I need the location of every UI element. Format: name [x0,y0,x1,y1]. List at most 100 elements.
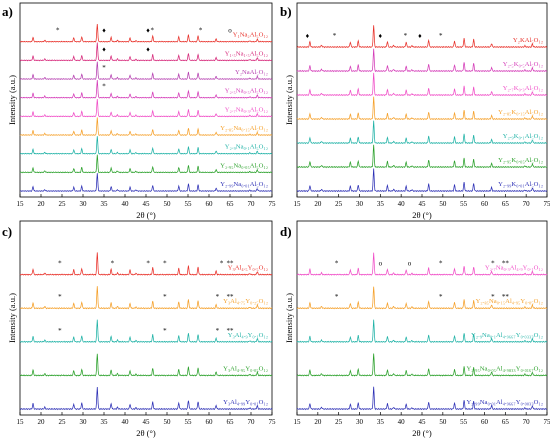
xrd-trace [19,252,273,276]
xrd-trace [19,61,273,81]
series-label: Y₂NaAl₅O₁₂ [235,69,268,76]
y-axis-title: Intensity (a.u.) [284,75,294,125]
impurity-marker: * [220,260,224,268]
impurity-marker: ** [227,293,235,301]
xrd-trace [296,48,548,73]
x-tick-label: 60 [206,418,214,426]
x-tick-label: 70 [248,200,256,208]
series-label: Y₃Al₄.₉₅Y₀.₀₅O₁₂ [223,365,268,372]
x-tick-label: 15 [17,418,25,426]
panel-b: b) 15 20 25 30 35 40 45 50 55 60 65 70 75 2θ (°) Intens… [280,2,550,220]
x-tick-label: 30 [80,200,88,208]
series-label: Y₂.₈₅Na₀.₁₅Al₄.₉₅Y₀.₀₅O₁₂ [476,298,543,305]
series-label: Y₂.₅Na₀.₅Al₅O₁₂ [225,88,268,95]
series-label: Y₂.₇Na₀.₃Al₄.₉Y₀.₁O₁₂ [485,265,543,272]
xrd-trace [296,353,548,377]
impurity-marker: * [163,327,167,335]
x-tick-label: 50 [164,418,172,426]
panel-c: c) 15 20 25 30 35 40 45 50 55 60 65 70 75 2θ (°) Intens… [2,220,277,438]
xrd-trace [296,72,548,97]
x-tick-label: 70 [523,200,531,208]
impurity-marker: * [491,260,495,268]
series-label: Y₃Al₄.₇₅Y₀.₂₅O₁₂ [223,298,268,305]
x-axis-title: 2θ (°) [412,428,432,438]
series-label: Y₂.₉Na₀.₁Al₄.₉₆₆₇Y₀.₀₃₃₃O₁₂ [471,332,543,339]
series-label: Y₂.₉₉Na₀.₀₁Al₅O₁₂ [220,181,268,188]
x-tick-label: 70 [523,418,531,426]
x-tick-label: 15 [17,200,25,208]
impurity-marker: * [146,260,150,268]
x-axis-title: 2θ (°) [136,428,156,438]
x-tick-label: 60 [206,200,214,208]
y-axis-title: Intensity (a.u.) [7,293,17,343]
series-label: Y₁.₅Na₁.₅Al₅O₁₂ [225,50,268,57]
y-axis-title: Intensity (a.u.) [7,75,17,125]
x-tick-label: 65 [502,418,510,426]
x-tick-label: 15 [294,200,302,208]
impurity-marker: ** [227,327,235,335]
x-tick-label: 40 [398,418,406,426]
panel-a: a) 15 20 25 30 35 40 45 50 55 60 65 70 75 2θ (°) Intens… [2,2,276,220]
x-tick-label: 40 [398,200,406,208]
series-label: Y₂.₈₅K₀.₁₅Al₅O₁₂ [498,109,543,116]
series-label: Y₂.₉₅Na₀.₀₅Al₅O₁₂ [220,162,268,169]
x-tick-label: 75 [544,200,550,208]
x-tick-label: 65 [227,200,235,208]
impurity-marker: * [439,32,443,40]
impurity-marker: ♦ [102,27,106,35]
impurity-marker: * [163,293,167,301]
impurity-marker: * [439,293,443,301]
xrd-trace [19,286,273,310]
xrd-trace [296,386,548,411]
x-tick-label: 20 [38,200,46,208]
impurity-marker: * [163,260,167,268]
x-tick-label: 55 [460,200,468,208]
series-label: Y₁Na₂Al₅O₁₂ [233,32,268,39]
xrd-trace [296,96,548,121]
xrd-trace [296,286,548,310]
impurity-marker: * [102,83,106,91]
x-tick-label: 60 [481,418,489,426]
x-tick-label: 35 [101,200,109,208]
panel-d: d) 15 20 25 30 35 40 45 50 55 60 65 70 75 2θ (°) Intens… [280,220,550,438]
x-tick-label: 65 [227,418,235,426]
series-label: Y₃Al₄.₅Y₀.₅O₁₂ [228,265,268,272]
x-tick-label: 45 [419,200,427,208]
x-tick-label: 50 [439,418,447,426]
series-label: Y₂.₉₉K₀.₀₁Al₅O₁₂ [498,181,543,188]
xrd-trace [19,136,273,155]
panel-letter: d) [280,224,292,239]
series-label: Y₂.₇K₀.₃Al₅O₁₂ [503,85,543,92]
impurity-marker: ♦ [102,45,106,53]
x-tick-label: 25 [335,418,343,426]
series-label: Y₂.₉₅Na₀.₀₅Al₄.₉₈₃₃Y₀.₀₁₆₇O₁₂ [466,365,543,372]
series-label: Y₂.₉Na₀.₁Al₅O₁₂ [225,144,268,151]
x-tick-label: 45 [419,418,427,426]
x-tick-label: 75 [269,418,277,426]
impurity-marker: o [408,260,412,268]
x-tick-label: 30 [356,418,364,426]
x-tick-label: 40 [122,418,130,426]
impurity-marker: * [335,293,339,301]
x-tick-label: 35 [377,418,385,426]
panel-letter: c) [2,224,12,239]
impurity-marker: * [335,260,339,268]
xrd-trace [19,387,273,411]
x-tick-label: 30 [356,200,364,208]
x-tick-label: 70 [248,418,256,426]
plot-frame [296,220,548,416]
panel-letter: b) [280,4,292,19]
series-label: Y₂.₉₉Na₀.₀₁Al₄.₉₆₆₇Y₀.₀₀₃₃O₁₂ [466,399,543,406]
x-tick-label: 50 [164,200,172,208]
xrd-trace [19,24,273,43]
impurity-marker: ♦ [146,27,150,35]
xrd-trace [296,319,548,344]
xrd-trace [296,168,548,193]
impurity-marker: ♦ [146,45,150,53]
x-tick-label: 25 [335,200,343,208]
x-tick-label: 40 [122,200,130,208]
x-tick-label: 55 [460,418,468,426]
impurity-marker: * [58,260,62,268]
x-tick-label: 60 [481,200,489,208]
impurity-marker: * [216,327,220,335]
